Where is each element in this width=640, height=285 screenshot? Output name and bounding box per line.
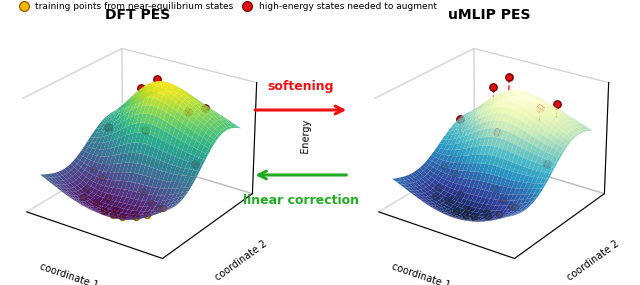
Text: softening: softening	[268, 80, 334, 93]
Text: linear correction: linear correction	[243, 194, 359, 207]
X-axis label: coordinate 1: coordinate 1	[391, 261, 452, 285]
Y-axis label: coordinate 2: coordinate 2	[566, 239, 621, 282]
Title: DFT PES: DFT PES	[105, 8, 170, 22]
Title: uMLIP PES: uMLIP PES	[449, 8, 531, 22]
X-axis label: coordinate 1: coordinate 1	[39, 261, 100, 285]
Y-axis label: coordinate 2: coordinate 2	[214, 239, 269, 282]
Legend: training points from near-equilibrium states, high-energy states needed to augme: training points from near-equilibrium st…	[11, 0, 440, 15]
